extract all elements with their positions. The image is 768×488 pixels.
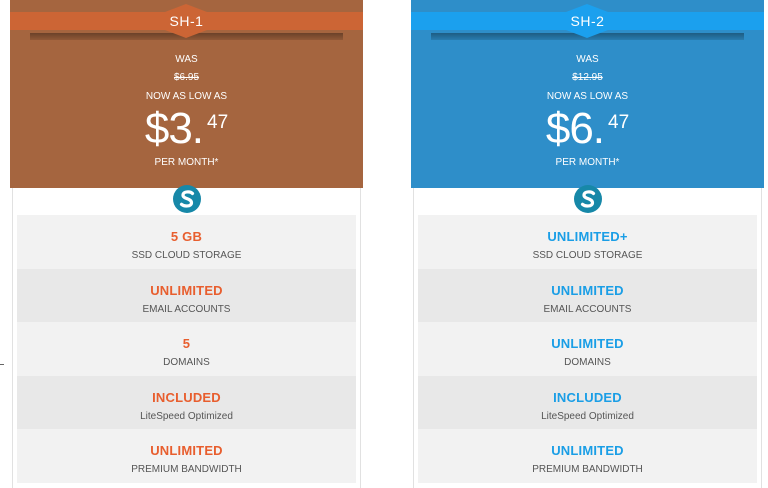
feature-row: INCLUDED LiteSpeed Optimized bbox=[418, 375, 757, 429]
feature-label: LiteSpeed Optimized bbox=[140, 410, 233, 422]
feature-row: INCLUDED LiteSpeed Optimized bbox=[17, 375, 356, 429]
s-logo-icon bbox=[172, 184, 202, 214]
feature-value: UNLIMITED bbox=[551, 443, 624, 458]
feature-value: UNLIMITED+ bbox=[547, 229, 628, 244]
feature-value: 5 bbox=[182, 336, 191, 351]
feature-label: LiteSpeed Optimized bbox=[541, 410, 634, 422]
was-label: WAS bbox=[576, 54, 599, 65]
plan-name: SH-1 bbox=[169, 13, 204, 29]
feature-row: UNLIMITED PREMIUM BANDWIDTH bbox=[17, 429, 356, 483]
was-label: WAS bbox=[175, 54, 198, 65]
feature-label: DOMAINS bbox=[163, 357, 210, 368]
feature-label: DOMAINS bbox=[564, 357, 611, 368]
price-main: $3. bbox=[144, 104, 204, 153]
card-border bbox=[12, 28, 361, 488]
feature-label: SSD CLOUD STORAGE bbox=[131, 250, 242, 261]
s-logo-icon bbox=[573, 184, 603, 214]
feature-label: EMAIL ACCOUNTS bbox=[142, 303, 231, 315]
feature-list: 5 GB SSD CLOUD STORAGE UNLIMITED EMAIL A… bbox=[17, 215, 356, 483]
feature-value: UNLIMITED bbox=[150, 443, 223, 458]
feature-label: EMAIL ACCOUNTS bbox=[543, 303, 632, 315]
feature-value: UNLIMITED bbox=[551, 336, 624, 351]
feature-value: INCLUDED bbox=[553, 389, 622, 405]
feature-row: UNLIMITED+ SSD CLOUD STORAGE bbox=[418, 215, 757, 269]
feature-label: SSD CLOUD STORAGE bbox=[532, 250, 643, 261]
old-price: $6.95 bbox=[173, 72, 200, 83]
price-main: $6. bbox=[545, 104, 605, 153]
now-as-low-as-label: NOW AS LOW AS bbox=[546, 91, 629, 102]
plan-header: SH-2 WAS $12.95 NOW AS LOW AS $6. 47 PER … bbox=[411, 0, 764, 188]
card-border bbox=[413, 28, 762, 488]
feature-row: UNLIMITED EMAIL ACCOUNTS bbox=[17, 268, 356, 322]
feature-row: UNLIMITED DOMAINS bbox=[418, 322, 757, 376]
feature-row: 5 DOMAINS bbox=[17, 322, 356, 376]
feature-label: PREMIUM BANDWIDTH bbox=[131, 464, 242, 475]
feature-row: UNLIMITED EMAIL ACCOUNTS bbox=[418, 268, 757, 322]
feature-value: UNLIMITED bbox=[150, 282, 223, 298]
feature-value: INCLUDED bbox=[152, 389, 221, 405]
plan-ribbon bbox=[411, 0, 764, 40]
feature-value: UNLIMITED bbox=[551, 282, 624, 298]
current-price: $6. 47 bbox=[411, 104, 764, 154]
plan-header: SH-1 WAS $6.95 NOW AS LOW AS $3. 47 PER M… bbox=[10, 0, 363, 188]
old-price: $12.95 bbox=[572, 72, 603, 83]
price-cents: 47 bbox=[207, 112, 229, 133]
billing-period: PER MONTH* bbox=[154, 157, 219, 168]
feature-row: 5 GB SSD CLOUD STORAGE bbox=[17, 215, 356, 269]
plan-ribbon bbox=[10, 0, 363, 40]
now-as-low-as-label: NOW AS LOW AS bbox=[145, 91, 228, 102]
feature-list: UNLIMITED+ SSD CLOUD STORAGE UNLIMITED E… bbox=[418, 215, 757, 483]
plan-name: SH-2 bbox=[570, 13, 605, 29]
feature-label: PREMIUM BANDWIDTH bbox=[532, 464, 643, 475]
feature-value: 5 GB bbox=[170, 229, 203, 244]
edge-marker bbox=[0, 364, 4, 365]
current-price: $3. 47 bbox=[10, 104, 363, 154]
billing-period: PER MONTH* bbox=[555, 157, 620, 168]
price-cents: 47 bbox=[608, 112, 630, 133]
feature-row: UNLIMITED PREMIUM BANDWIDTH bbox=[418, 429, 757, 483]
